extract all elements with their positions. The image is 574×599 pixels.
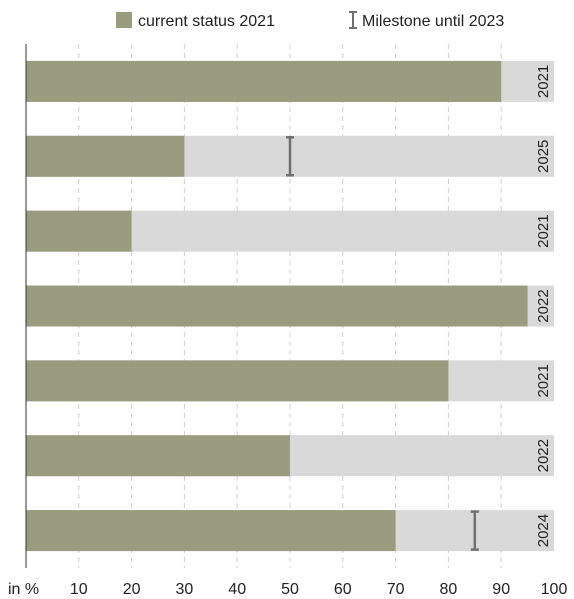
x-tick-label: 10	[70, 581, 88, 598]
bars: 2021 2025 2021 2022 2021 2022 2024	[26, 60, 554, 552]
bar-year-label: 2021	[535, 214, 552, 247]
bar-year-label: 2022	[535, 289, 552, 322]
bar-year-label: 2025	[535, 140, 552, 173]
bar-year-label: 2021	[535, 65, 552, 98]
legend: current status 2021 Milestone until 2023	[116, 11, 504, 30]
legend-current-label: current status 2021	[138, 13, 275, 30]
x-tick-label: 100	[541, 581, 568, 598]
bar-current	[26, 210, 132, 252]
bar-current	[26, 510, 396, 552]
bar-current	[26, 60, 502, 102]
bar-year-label: 2021	[535, 364, 552, 397]
milestone-marker	[470, 510, 479, 551]
bar-current	[26, 135, 185, 177]
milestone-marker	[286, 136, 294, 177]
x-tick-label: 90	[492, 581, 510, 598]
bar-year-label: 2022	[535, 439, 552, 472]
x-tick-label: 70	[387, 581, 405, 598]
x-tick-label: 80	[440, 581, 458, 598]
legend-milestone-symbol	[349, 11, 357, 29]
x-tick-label: 30	[176, 581, 194, 598]
x-axis: in % 10 20 30 40 50 60 70 80 90 100	[8, 581, 567, 598]
x-tick-label: 20	[123, 581, 141, 598]
x-axis-unit-label: in %	[8, 581, 39, 598]
bar-current	[26, 360, 449, 402]
legend-current-swatch	[116, 12, 132, 28]
bar-current	[26, 285, 528, 327]
x-tick-label: 60	[334, 581, 352, 598]
legend-milestone-label: Milestone until 2023	[362, 13, 504, 30]
x-tick-label: 50	[281, 581, 299, 598]
bar-year-label: 2024	[535, 514, 552, 547]
x-tick-label: 40	[228, 581, 246, 598]
bar-current	[26, 435, 290, 477]
